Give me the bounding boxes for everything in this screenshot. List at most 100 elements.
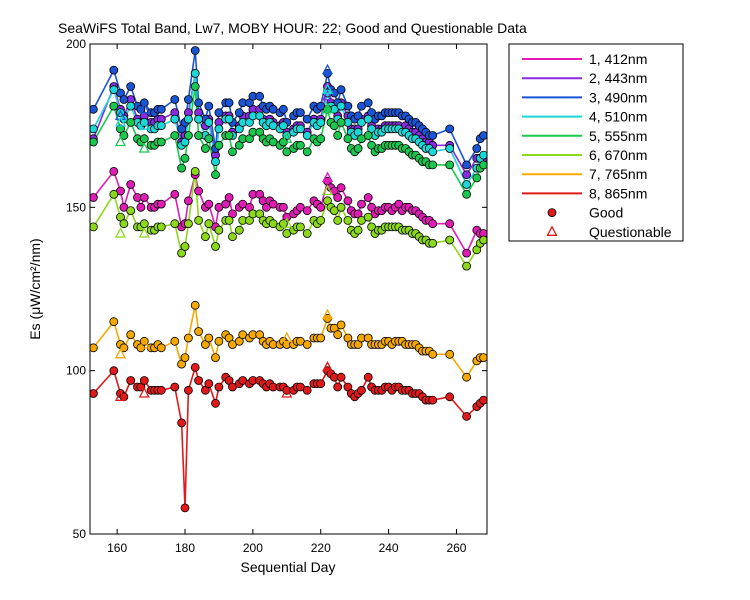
data-point-good	[445, 160, 455, 170]
data-point-questionable	[138, 142, 150, 153]
data-point-good	[177, 163, 187, 173]
data-point-good	[445, 144, 455, 153]
data-point-good	[316, 134, 326, 144]
axes-box	[89, 43, 488, 535]
data-point-good	[194, 114, 204, 124]
data-point-good	[462, 372, 472, 382]
data-point-good	[255, 91, 265, 101]
data-point-good	[156, 137, 166, 147]
y-tick-label: 100	[66, 364, 86, 378]
data-point-good	[302, 206, 312, 216]
data-point-good	[462, 189, 472, 199]
legend: 1, 412nm 2, 443nm 3, 490nm 4, 510nm 5, 555nm…	[508, 43, 684, 242]
data-point-questionable	[138, 338, 150, 349]
data-point-good	[316, 118, 326, 127]
data-point-good	[336, 101, 346, 111]
data-point-good	[357, 385, 366, 395]
data-point-good	[333, 193, 343, 202]
data-point-good	[109, 317, 119, 327]
data-point-good	[224, 215, 234, 225]
legend-box	[508, 43, 684, 242]
legend-label: 3, 490nm	[589, 89, 647, 105]
data-point-good	[183, 219, 193, 229]
chart-title: SeaWiFS Total Band, Lw7, MOBY HOUR: 22; …	[58, 20, 527, 36]
data-point-questionable	[138, 119, 150, 130]
data-point-questionable	[281, 132, 293, 143]
data-point-good	[462, 160, 472, 170]
data-point-good	[302, 340, 312, 349]
data-point-good	[363, 114, 373, 124]
data-point-good	[479, 235, 487, 245]
data-point-good	[139, 98, 149, 108]
data-point-good	[234, 108, 244, 117]
legend-label: 2, 443nm	[589, 70, 647, 86]
data-point-good	[428, 395, 438, 405]
data-point-good	[183, 196, 193, 206]
data-point-good	[204, 199, 214, 209]
data-point-good	[170, 95, 180, 104]
data-point-questionable	[321, 63, 334, 75]
x-tick-label: 260	[446, 541, 466, 555]
data-point-good	[278, 121, 288, 131]
data-point-good	[180, 353, 190, 363]
data-point-good	[183, 114, 193, 124]
data-point-good	[139, 376, 149, 385]
data-point-good	[90, 104, 98, 114]
data-point-good	[363, 372, 373, 382]
data-point-good	[333, 215, 343, 225]
data-point-good	[170, 131, 180, 140]
data-point-questionable	[138, 227, 150, 238]
data-point-good	[190, 46, 200, 55]
data-point-good	[90, 124, 98, 134]
data-point-good	[200, 144, 210, 153]
data-point-good	[336, 372, 346, 382]
data-point-good	[336, 118, 346, 127]
data-point-good	[445, 219, 455, 229]
data-point-good	[170, 114, 180, 124]
y-axis-label: Es (μW/cm²/nm)	[27, 238, 43, 339]
data-point-good	[211, 170, 220, 180]
data-point-good	[90, 222, 98, 232]
data-point-good	[214, 382, 224, 392]
data-point-good	[278, 104, 288, 114]
data-point-good	[156, 385, 166, 395]
data-point-good	[336, 202, 346, 212]
data-point-good	[119, 343, 129, 353]
data-point-good	[363, 193, 373, 202]
data-point-good	[278, 202, 288, 212]
y-tick-label: 200	[66, 37, 86, 51]
y-tick-label: 150	[66, 200, 86, 214]
data-point-good	[333, 330, 343, 340]
data-point-good	[170, 382, 180, 392]
data-point-questionable	[138, 102, 150, 114]
data-point-good	[109, 166, 119, 176]
x-tick-label: 240	[379, 541, 399, 555]
data-point-good	[462, 180, 472, 189]
data-point-good	[316, 379, 326, 389]
data-point-good	[445, 124, 455, 134]
data-point-good	[295, 108, 305, 117]
data-point-good	[126, 330, 136, 340]
data-point-good	[211, 242, 220, 251]
data-point-good	[479, 131, 487, 140]
data-point-good	[156, 343, 166, 353]
data-point-questionable	[281, 331, 293, 343]
x-tick-label: 180	[175, 541, 195, 555]
data-point-good	[194, 376, 204, 385]
data-point-good	[214, 108, 224, 117]
data-point-good	[190, 69, 200, 78]
data-point-good	[194, 131, 204, 140]
data-point-good	[126, 118, 136, 127]
data-point-good	[139, 219, 149, 229]
data-point-good	[479, 353, 487, 362]
data-point-good	[214, 140, 224, 150]
data-point-good	[200, 232, 210, 242]
data-point-good	[428, 131, 438, 140]
legend-label: 4, 510nm	[589, 109, 647, 125]
data-point-good	[156, 121, 166, 131]
data-point-good	[462, 170, 472, 180]
data-point-good	[190, 166, 200, 176]
data-point-good	[302, 229, 312, 238]
data-point-good	[180, 242, 190, 251]
